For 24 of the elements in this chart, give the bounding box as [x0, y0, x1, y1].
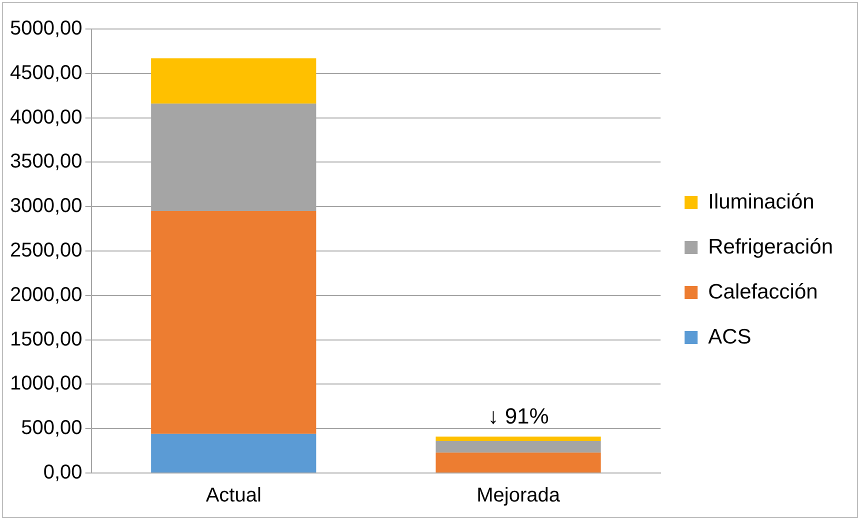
legend-label: Iluminación	[708, 190, 814, 214]
y-tick-label: 500,00	[21, 417, 82, 440]
y-tick-label: 2000,00	[10, 284, 82, 306]
y-tick-label: 2500,00	[10, 240, 82, 262]
x-tick-label: Actual	[206, 484, 262, 507]
y-tick-label: 1500,00	[10, 328, 82, 350]
annotation: ↓ 91%	[488, 404, 549, 429]
bar	[436, 452, 601, 472]
bar	[436, 436, 601, 442]
bar	[151, 58, 316, 104]
legend-label: Calefacción	[708, 280, 818, 304]
y-tick-label: 4000,00	[10, 106, 82, 128]
x-tick-label: Mejorada	[476, 484, 561, 507]
y-tick-label: 5000,00	[10, 18, 82, 40]
y-tick-label: 3500,00	[10, 150, 82, 173]
legend-label: ACS	[708, 325, 752, 348]
legend-label: Refrigeración	[708, 235, 834, 258]
y-tick-label: 4500,00	[10, 62, 82, 84]
bar	[151, 434, 316, 472]
y-tick-label: 3000,00	[10, 195, 82, 218]
y-tick-label: 0,00	[43, 462, 82, 484]
bar	[151, 211, 316, 434]
y-tick-label: 1000,00	[10, 372, 82, 395]
bar	[436, 441, 601, 453]
